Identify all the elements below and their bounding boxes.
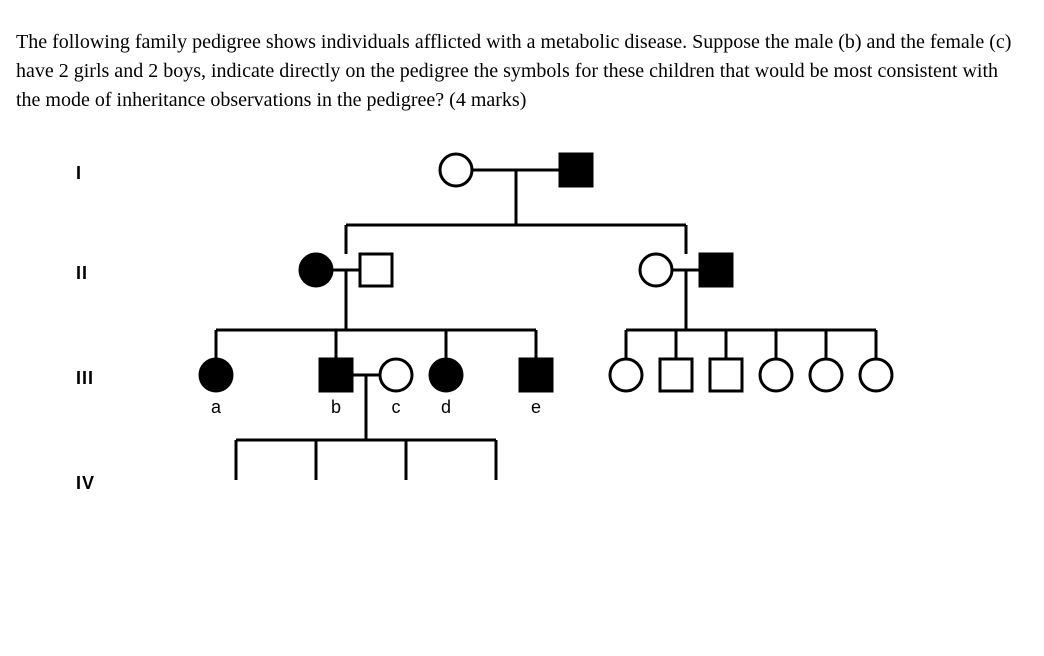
pedigree-node-II3 <box>640 254 672 286</box>
node-label-c: c <box>392 397 401 417</box>
pedigree-node-III_r5 <box>810 359 842 391</box>
pedigree-node-II1 <box>300 254 332 286</box>
pedigree-node-IIIe <box>520 359 552 391</box>
pedigree-node-III_r3 <box>710 359 742 391</box>
pedigree-node-II4 <box>700 254 732 286</box>
node-label-e: e <box>531 397 541 417</box>
pedigree-node-III_r1 <box>610 359 642 391</box>
pedigree-node-IIIa <box>200 359 232 391</box>
pedigree-node-IIIb <box>320 359 352 391</box>
pedigree-node-I1 <box>440 154 472 186</box>
pedigree-node-IIIc <box>380 359 412 391</box>
pedigree-node-III_r6 <box>860 359 892 391</box>
pedigree-node-IIId <box>430 359 462 391</box>
pedigree-node-II2 <box>360 254 392 286</box>
pedigree-diagram: I II III IV abcde <box>76 135 1028 575</box>
pedigree-svg: a b c d e <box>76 135 976 575</box>
pedigree-node-I2 <box>560 154 592 186</box>
node-label-a: a <box>211 397 222 417</box>
pedigree-node-III_r2 <box>660 359 692 391</box>
node-label-d: d <box>441 397 451 417</box>
question-text: The following family pedigree shows indi… <box>16 28 1026 115</box>
pedigree-node-III_r4 <box>760 359 792 391</box>
node-label-b: b <box>331 397 341 417</box>
